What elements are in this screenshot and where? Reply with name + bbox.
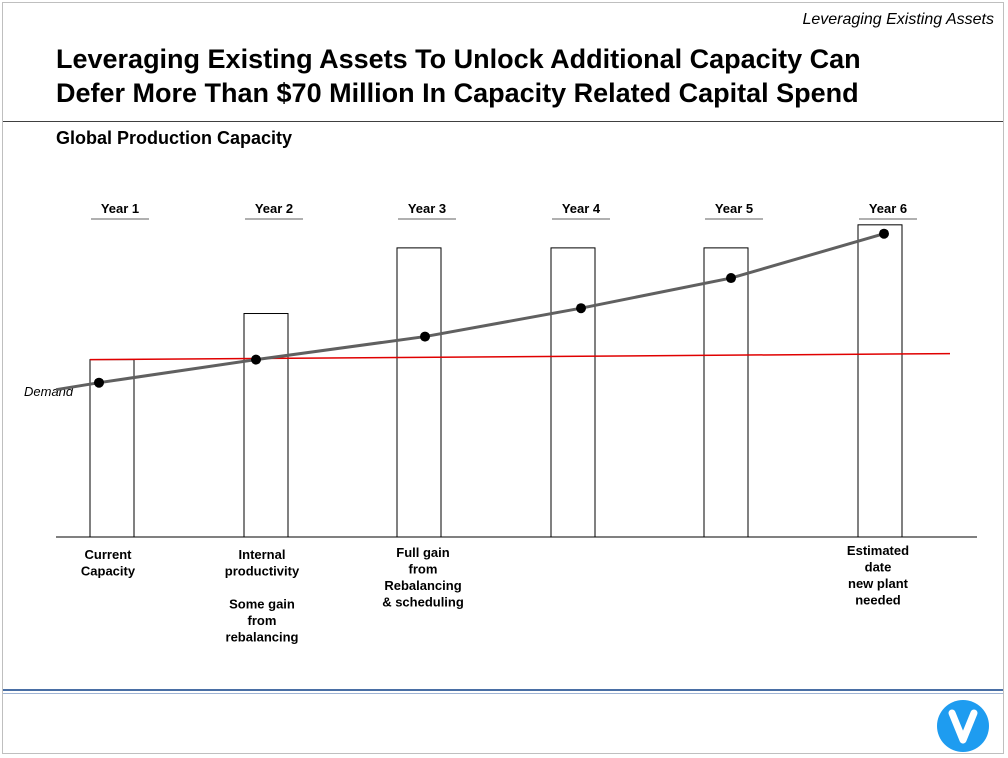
bar-annotation-text: from: [248, 613, 277, 628]
bar-annotation-text: Full gain: [396, 545, 450, 560]
bar-annotation-text: Internal: [239, 547, 286, 562]
chart-subtitle: Global Production Capacity: [56, 128, 293, 148]
year-tick-label: Year 2: [255, 201, 293, 216]
capacity-growth-line: [55, 232, 885, 392]
year-tick-label: Year 3: [408, 201, 446, 216]
capacity-bar: [703, 247, 749, 538]
capacity-bar: [243, 313, 289, 538]
bar-annotation-text: date: [865, 560, 892, 575]
bar-annotation-text: & scheduling: [382, 595, 464, 610]
footer-divider: [3, 689, 1003, 691]
capacity-bar: [550, 247, 596, 538]
capacity-bar: [857, 224, 903, 538]
year-tick-label: Year 6: [869, 201, 907, 216]
bar-annotation-text: Rebalancing: [384, 578, 461, 593]
v-logo-icon: [937, 700, 989, 752]
bar-annotation-text: productivity: [225, 564, 300, 579]
bar-annotation-text: rebalancing: [226, 630, 299, 645]
v-logo-glyph: [948, 709, 978, 744]
bar-annotation-text: Capacity: [81, 564, 136, 579]
growth-data-point: [420, 331, 430, 342]
demand-label: Demand: [24, 384, 74, 399]
year-tick-label: Year 4: [562, 201, 601, 216]
title-divider: [3, 121, 1003, 122]
capacity-bar: [396, 247, 442, 538]
growth-data-point: [94, 377, 104, 388]
bar-annotation-text: needed: [855, 593, 901, 608]
bar-annotation-text: new plant: [848, 576, 909, 591]
bar-annotation-text: Estimated: [847, 543, 909, 558]
growth-data-point: [576, 303, 586, 314]
footer-divider-thin: [3, 693, 1003, 694]
bar-annotation-text: Some gain: [229, 597, 295, 612]
demand-line: [89, 352, 951, 361]
slide-title: Leveraging Existing Assets To Unlock Add…: [56, 42, 956, 110]
slide-title-line-2: Defer More Than $70 Million In Capacity …: [56, 78, 859, 108]
bar-annotation-text: from: [409, 562, 438, 577]
capacity-bar: [89, 359, 135, 538]
year-tick-label: Year 1: [101, 201, 139, 216]
capacity-chart: Year 1 Year 2 Year 3 Year 4 Year 5 Year 6 Dema…: [24, 201, 977, 645]
growth-data-point: [726, 273, 736, 284]
slide-tagline: Leveraging Existing Assets: [802, 11, 994, 28]
slide-title-line-1: Leveraging Existing Assets To Unlock Add…: [56, 44, 861, 74]
year-tick-label: Year 5: [715, 201, 753, 216]
growth-data-point: [251, 354, 261, 365]
growth-data-point: [879, 228, 889, 239]
bar-annotation-text: Current: [85, 547, 133, 562]
